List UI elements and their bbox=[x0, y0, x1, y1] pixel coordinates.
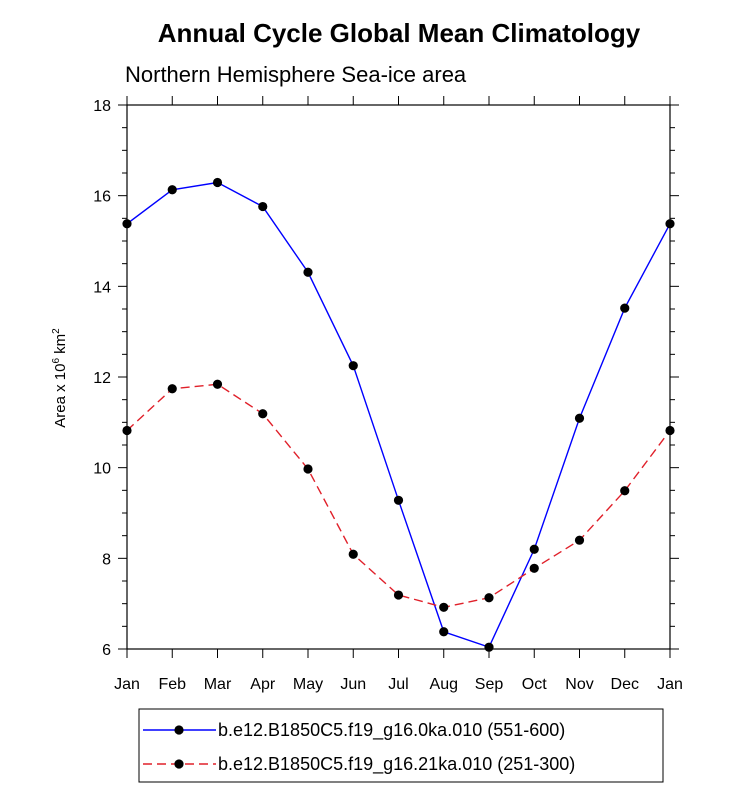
legend-entry-1: b.e12.B1850C5.f19_g16.0ka.010 (551-600) bbox=[143, 720, 565, 741]
data-point bbox=[620, 303, 630, 313]
chart-title: Annual Cycle Global Mean Climatology bbox=[158, 18, 641, 48]
data-point bbox=[484, 593, 494, 603]
data-point bbox=[212, 379, 223, 389]
data-point bbox=[393, 590, 404, 600]
legend: b.e12.B1850C5.f19_g16.0ka.010 (551-600) b… bbox=[138, 708, 664, 783]
x-tick-label: Sep bbox=[475, 676, 504, 693]
y-axis-label-unit-exponent: 2 bbox=[51, 328, 62, 334]
y-axis-label-unit: km bbox=[52, 334, 69, 358]
data-point bbox=[348, 361, 358, 371]
chart-subtitle: Northern Hemisphere Sea-ice area bbox=[125, 62, 467, 87]
data-point bbox=[665, 425, 675, 436]
data-point bbox=[393, 495, 404, 505]
y-tick-label: 16 bbox=[93, 189, 111, 206]
svg-text:Area x 106 km2: Area x 106 km2 bbox=[51, 328, 69, 428]
data-point bbox=[258, 201, 268, 212]
legend-entry-2: b.e12.B1850C5.f19_g16.21ka.010 (251-300) bbox=[143, 754, 575, 775]
data-point bbox=[212, 177, 223, 188]
x-tick-label: Dec bbox=[611, 676, 639, 693]
y-tick-label: 14 bbox=[93, 279, 111, 296]
data-point bbox=[258, 409, 268, 419]
x-tick-label: Nov bbox=[565, 676, 593, 693]
x-tick-label: Jan bbox=[114, 676, 140, 693]
x-tick-label: Oct bbox=[522, 676, 547, 693]
x-tick-label: May bbox=[293, 676, 323, 693]
data-point bbox=[439, 627, 449, 637]
plot-axes: 6 8 10 12 14 16 18 Jan Feb Mar Apr May Jun Jul Aug Sep O… bbox=[93, 96, 683, 693]
data-point bbox=[122, 219, 132, 229]
data-point bbox=[620, 486, 630, 496]
x-tick-label: Jan bbox=[657, 676, 683, 693]
legend-label: b.e12.B1850C5.f19_g16.21ka.010 (251-300) bbox=[218, 754, 575, 775]
data-point bbox=[122, 425, 132, 436]
y-tick-label: 10 bbox=[93, 461, 111, 478]
legend-label: b.e12.B1850C5.f19_g16.0ka.010 (551-600) bbox=[218, 720, 565, 741]
data-point bbox=[303, 267, 313, 277]
data-point bbox=[303, 464, 313, 474]
series-layer bbox=[122, 177, 675, 652]
x-tick-label: Jun bbox=[340, 676, 366, 693]
legend-box bbox=[138, 708, 664, 783]
data-point bbox=[167, 384, 177, 394]
series-1 bbox=[122, 177, 675, 652]
x-tick-label: Apr bbox=[250, 676, 276, 693]
x-tick-label: Jul bbox=[388, 676, 408, 693]
data-point bbox=[529, 563, 539, 573]
y-tick-label: 8 bbox=[102, 551, 111, 568]
data-point bbox=[574, 535, 585, 545]
data-point bbox=[484, 642, 494, 652]
x-tick-label: Feb bbox=[158, 676, 186, 693]
y-tick-label: 6 bbox=[102, 642, 111, 659]
series-2 bbox=[122, 379, 675, 612]
y-axis-label: Area x 106 km2 bbox=[51, 328, 69, 428]
data-point bbox=[348, 549, 358, 559]
y-tick-label: 12 bbox=[93, 370, 111, 387]
y-axis-label-exponent: 6 bbox=[51, 358, 62, 364]
data-point bbox=[167, 185, 177, 195]
x-tick-label: Mar bbox=[204, 676, 232, 693]
data-point bbox=[665, 219, 675, 229]
data-point bbox=[529, 544, 539, 554]
data-point bbox=[574, 413, 585, 423]
plot-frame bbox=[126, 104, 671, 650]
legend-marker bbox=[174, 725, 184, 735]
y-axis-label-prefix: Area x 10 bbox=[52, 364, 69, 428]
x-tick-label: Aug bbox=[430, 676, 458, 693]
data-point bbox=[439, 602, 449, 612]
y-tick-label: 18 bbox=[93, 98, 111, 115]
series-line bbox=[126, 181, 671, 649]
legend-marker bbox=[174, 759, 184, 769]
